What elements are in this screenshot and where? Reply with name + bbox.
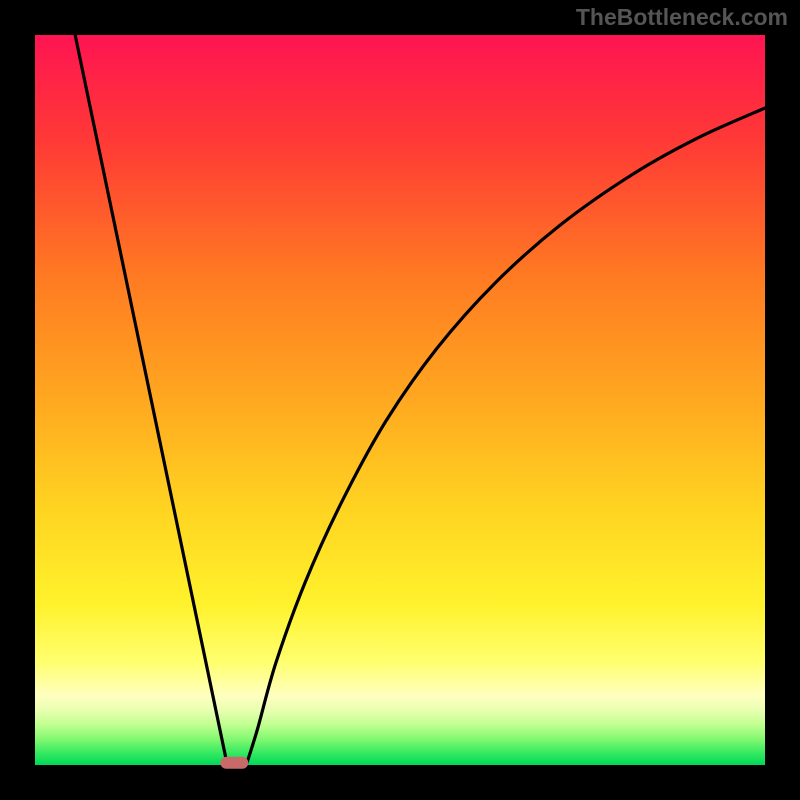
chart-svg — [0, 0, 800, 800]
chart-container: TheBottleneck.com — [0, 0, 800, 800]
watermark-text: TheBottleneck.com — [576, 4, 788, 31]
optimal-marker — [220, 757, 248, 769]
